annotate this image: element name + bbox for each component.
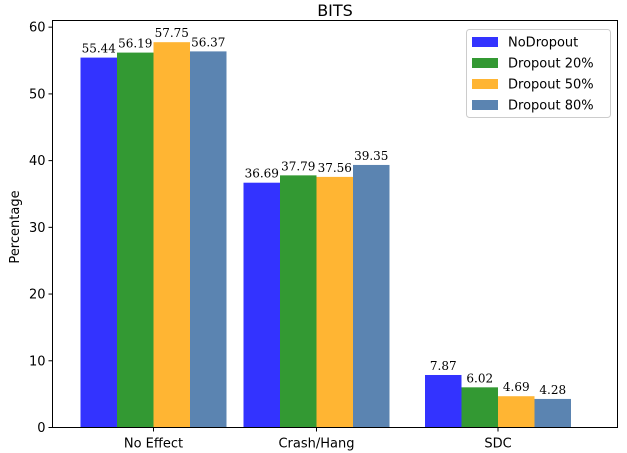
legend-box (466, 29, 611, 118)
legend-label: Dropout 20% (508, 57, 594, 72)
bar-dropout-50--crash-hang (316, 176, 353, 428)
legend-swatch (472, 79, 498, 89)
data-label: 4.28 (539, 383, 566, 397)
bar-nodropout-crash-hang (243, 182, 280, 428)
legend-label: Dropout 80% (508, 99, 594, 114)
y-tick-label: 60 (29, 21, 46, 36)
x-axis: No Effect Crash/Hang SDC (124, 427, 512, 452)
x-tick-label: SDC (484, 437, 511, 452)
data-label: 56.37 (191, 35, 225, 49)
bars-group (80, 42, 571, 428)
y-tick-label: 10 (29, 354, 46, 369)
data-label: 37.79 (281, 159, 315, 173)
bar-dropout-20--sdc (461, 387, 498, 428)
y-tick-label: 40 (29, 154, 46, 169)
legend-swatch (472, 100, 498, 110)
data-label: 6.02 (466, 371, 493, 385)
bar-dropout-80--crash-hang (353, 164, 390, 428)
bar-dropout-80--sdc (534, 398, 571, 428)
y-axis-title: Percentage (8, 190, 23, 263)
y-tick-label: 30 (29, 221, 46, 236)
bar-nodropout-sdc (425, 374, 462, 428)
data-label: 55.44 (82, 42, 117, 56)
bar-dropout-80--no-effect (190, 51, 227, 428)
legend-label: Dropout 50% (508, 78, 594, 93)
bar-dropout-50--sdc (498, 396, 535, 428)
data-label: 56.19 (118, 37, 152, 51)
y-tick-label: 50 (29, 87, 46, 102)
data-label: 7.87 (430, 359, 457, 373)
x-tick-label: No Effect (124, 437, 183, 452)
data-label: 37.56 (318, 161, 352, 175)
data-label: 39.35 (354, 149, 388, 163)
data-label: 57.75 (155, 26, 189, 40)
bar-nodropout-no-effect (80, 57, 117, 428)
legend: NoDropout Dropout 20% Dropout 50% Dropout 8… (466, 29, 611, 118)
x-tick-label: Crash/Hang (278, 437, 354, 452)
legend-swatch (472, 37, 498, 47)
y-tick-label: 20 (29, 288, 46, 303)
chart-title: BITS (317, 1, 353, 20)
y-axis: 0 10 20 30 40 50 60 (29, 21, 53, 436)
legend-label: NoDropout (508, 36, 578, 51)
data-labels-group: 55.44 36.69 7.87 56.19 37.79 6.02 57.75 37.56 4.… (82, 26, 567, 397)
y-tick-label: 0 (37, 421, 45, 436)
legend-swatch (472, 58, 498, 68)
data-label: 4.69 (503, 380, 530, 394)
bar-dropout-20--crash-hang (280, 175, 317, 428)
plot-frame (52, 20, 618, 428)
bar-dropout-20--no-effect (117, 52, 154, 428)
data-label: 36.69 (245, 167, 279, 181)
bar-dropout-50--no-effect (153, 42, 190, 428)
